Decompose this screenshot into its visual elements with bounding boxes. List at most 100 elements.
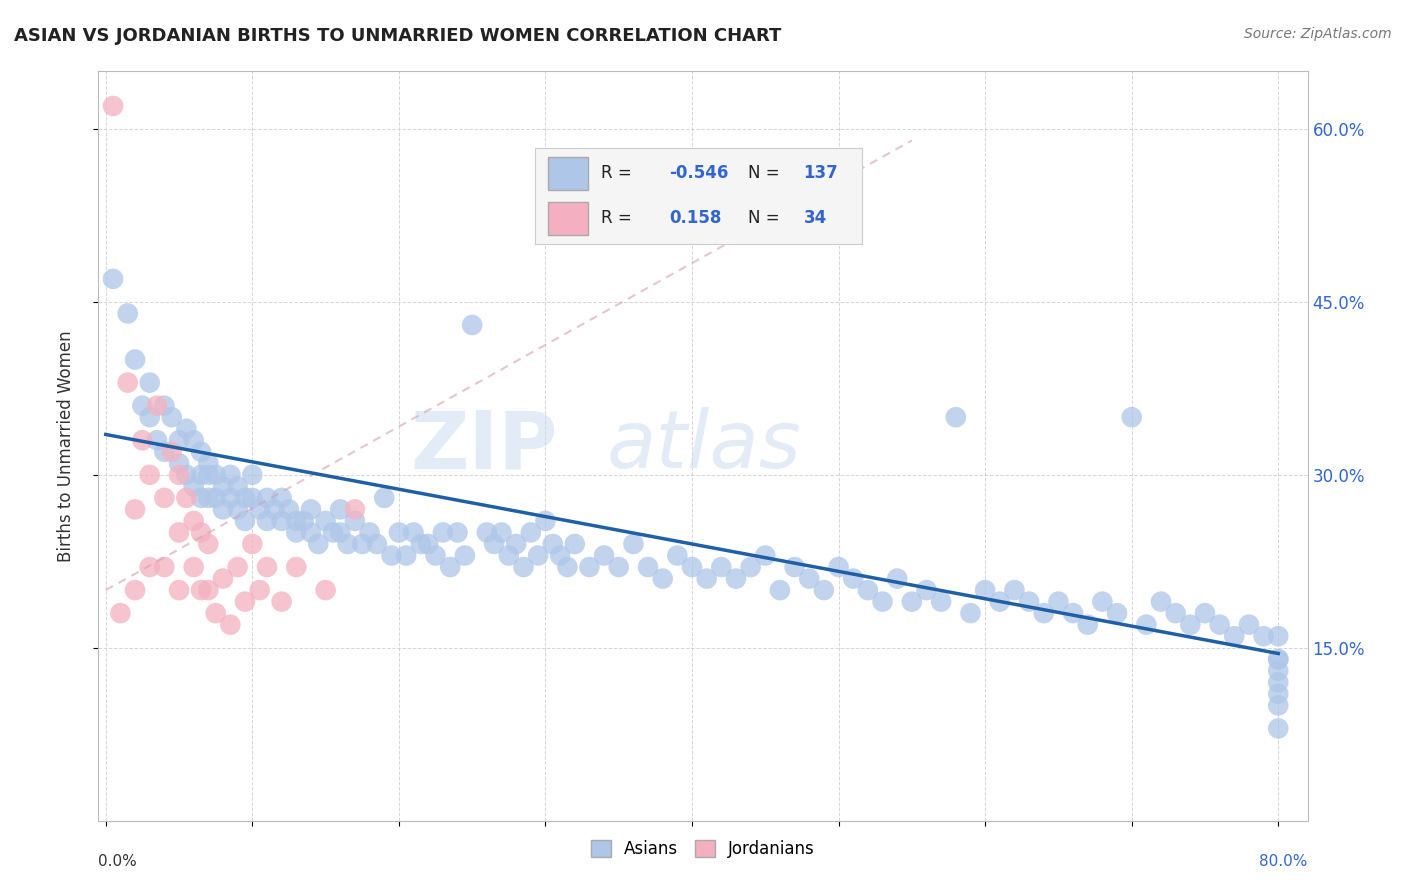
Point — [146, 434, 169, 448]
Point — [1267, 664, 1289, 678]
Point — [366, 537, 388, 551]
Point — [167, 525, 190, 540]
Point — [226, 502, 249, 516]
Point — [696, 572, 718, 586]
Point — [197, 467, 219, 482]
Point — [160, 410, 183, 425]
Point — [131, 399, 153, 413]
Point — [138, 376, 160, 390]
Point — [1032, 606, 1054, 620]
Point — [204, 606, 226, 620]
Point — [212, 479, 235, 493]
Point — [285, 514, 308, 528]
Point — [197, 491, 219, 505]
Point — [425, 549, 447, 563]
Point — [1267, 629, 1289, 643]
Point — [475, 525, 498, 540]
Point — [454, 549, 477, 563]
Point — [901, 594, 924, 608]
Point — [564, 537, 586, 551]
Point — [886, 572, 908, 586]
Point — [124, 502, 146, 516]
Point — [607, 560, 630, 574]
Point — [1194, 606, 1216, 620]
Point — [101, 272, 124, 286]
Text: ZIP: ZIP — [411, 407, 558, 485]
Point — [1164, 606, 1187, 620]
Text: R =: R = — [600, 210, 631, 227]
Point — [637, 560, 659, 574]
Point — [1062, 606, 1084, 620]
Point — [197, 537, 219, 551]
Point — [498, 549, 520, 563]
Point — [190, 467, 212, 482]
Text: 0.0%: 0.0% — [98, 855, 138, 870]
Point — [666, 549, 689, 563]
Point — [183, 560, 205, 574]
Point — [240, 491, 263, 505]
Text: 34: 34 — [803, 210, 827, 227]
Point — [343, 514, 366, 528]
Point — [263, 502, 285, 516]
Point — [446, 525, 468, 540]
Point — [315, 583, 337, 598]
Text: 80.0%: 80.0% — [1260, 855, 1308, 870]
Point — [124, 352, 146, 367]
Text: Source: ZipAtlas.com: Source: ZipAtlas.com — [1244, 27, 1392, 41]
Point — [197, 583, 219, 598]
Point — [176, 491, 198, 505]
Point — [945, 410, 967, 425]
Point — [240, 537, 263, 551]
Point — [219, 617, 242, 632]
Point — [724, 572, 747, 586]
Point — [131, 434, 153, 448]
Point — [153, 560, 176, 574]
Point — [842, 572, 865, 586]
Point — [1150, 594, 1173, 608]
Point — [226, 479, 249, 493]
Legend: Asians, Jordanians: Asians, Jordanians — [585, 833, 821, 864]
Point — [176, 467, 198, 482]
Point — [256, 491, 278, 505]
Point — [219, 491, 242, 505]
Point — [388, 525, 411, 540]
Point — [101, 99, 124, 113]
Point — [183, 479, 205, 493]
Text: -0.546: -0.546 — [669, 164, 728, 182]
Point — [204, 491, 226, 505]
Point — [527, 549, 550, 563]
Point — [270, 594, 292, 608]
Point — [146, 399, 169, 413]
Point — [1237, 617, 1260, 632]
Point — [117, 306, 139, 320]
Point — [1267, 687, 1289, 701]
Point — [160, 444, 183, 458]
Point — [212, 572, 235, 586]
Point — [395, 549, 418, 563]
Point — [1267, 675, 1289, 690]
Point — [402, 525, 425, 540]
FancyBboxPatch shape — [548, 202, 588, 235]
Point — [219, 467, 242, 482]
Point — [512, 560, 534, 574]
Point — [138, 410, 160, 425]
Point — [578, 560, 600, 574]
Point — [167, 456, 190, 470]
Text: 0.158: 0.158 — [669, 210, 721, 227]
Point — [1018, 594, 1040, 608]
Point — [681, 560, 703, 574]
Point — [352, 537, 374, 551]
Point — [233, 594, 256, 608]
Text: atlas: atlas — [606, 407, 801, 485]
Point — [1047, 594, 1070, 608]
Point — [929, 594, 952, 608]
FancyBboxPatch shape — [548, 157, 588, 190]
Point — [190, 583, 212, 598]
Point — [482, 537, 505, 551]
Point — [278, 502, 301, 516]
Point — [740, 560, 762, 574]
Point — [769, 583, 792, 598]
Point — [988, 594, 1011, 608]
Point — [439, 560, 461, 574]
Point — [1253, 629, 1275, 643]
